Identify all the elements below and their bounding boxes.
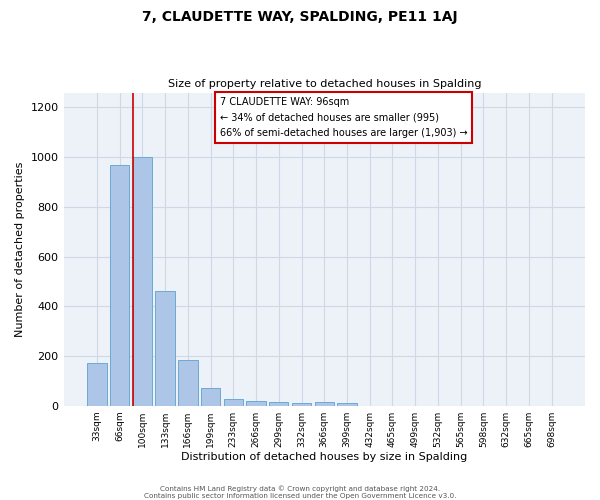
Text: Contains public sector information licensed under the Open Government Licence v3: Contains public sector information licen…	[144, 493, 456, 499]
Bar	[337, 403, 356, 406]
Bar	[292, 403, 311, 406]
Bar	[155, 292, 175, 406]
Bar	[224, 400, 243, 406]
Text: 7, CLAUDETTE WAY, SPALDING, PE11 1AJ: 7, CLAUDETTE WAY, SPALDING, PE11 1AJ	[142, 10, 458, 24]
Bar	[201, 388, 220, 406]
Bar	[269, 402, 289, 406]
X-axis label: Distribution of detached houses by size in Spalding: Distribution of detached houses by size …	[181, 452, 467, 462]
Bar	[133, 157, 152, 406]
Bar	[110, 164, 130, 406]
Title: Size of property relative to detached houses in Spalding: Size of property relative to detached ho…	[167, 79, 481, 89]
Bar	[247, 400, 266, 406]
Bar	[178, 360, 197, 406]
Y-axis label: Number of detached properties: Number of detached properties	[15, 162, 25, 337]
Text: 7 CLAUDETTE WAY: 96sqm
← 34% of detached houses are smaller (995)
66% of semi-de: 7 CLAUDETTE WAY: 96sqm ← 34% of detached…	[220, 98, 467, 138]
Bar	[314, 402, 334, 406]
Text: Contains HM Land Registry data © Crown copyright and database right 2024.: Contains HM Land Registry data © Crown c…	[160, 486, 440, 492]
Bar	[87, 364, 107, 406]
